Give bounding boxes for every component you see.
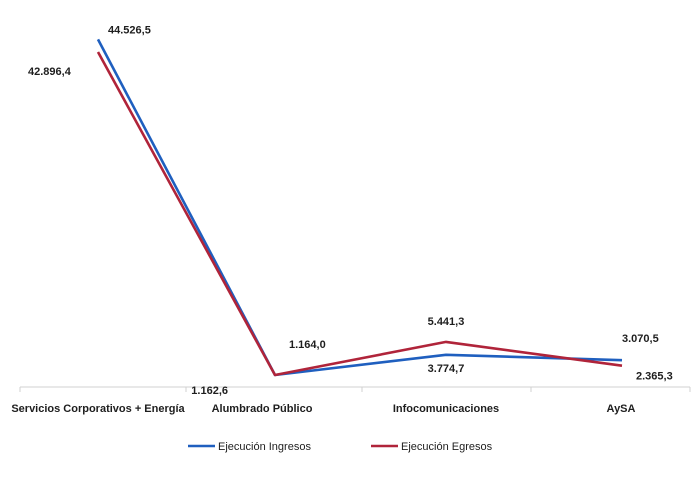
data-labels: 44.526,5 1.162,6 3.774,7 3.070,5 42.896,4 1.1… xyxy=(28,24,673,397)
category-label: Alumbrado Público xyxy=(212,403,313,415)
data-label: 3.774,7 xyxy=(428,363,465,375)
legend-label: Ejecución Ingresos xyxy=(218,441,311,453)
data-label: 2.365,3 xyxy=(636,371,673,383)
x-axis-ticks xyxy=(19,387,691,392)
legend-item: Ejecución Egresos xyxy=(371,441,493,453)
legend-label: Ejecución Egresos xyxy=(401,441,493,453)
category-label: Infocomunicaciones xyxy=(393,403,499,415)
series-layer xyxy=(96,38,623,377)
legend: Ejecución Ingresos Ejecución Egresos xyxy=(188,441,493,453)
data-label: 44.526,5 xyxy=(108,24,151,36)
category-labels: Servicios Corporativos + Energía Alumbrad… xyxy=(11,403,635,415)
series-line-egresos xyxy=(96,51,623,377)
data-label: 5.441,3 xyxy=(428,316,465,328)
legend-item: Ejecución Ingresos xyxy=(188,441,311,453)
data-label: 3.070,5 xyxy=(622,333,659,345)
data-label: 42.896,4 xyxy=(28,66,72,78)
category-label: Servicios Corporativos + Energía xyxy=(11,403,185,415)
data-label: 1.162,6 xyxy=(191,385,228,397)
series-line-ingresos xyxy=(96,38,623,377)
category-label: AySA xyxy=(607,403,636,415)
data-label: 1.164,0 xyxy=(289,339,326,351)
